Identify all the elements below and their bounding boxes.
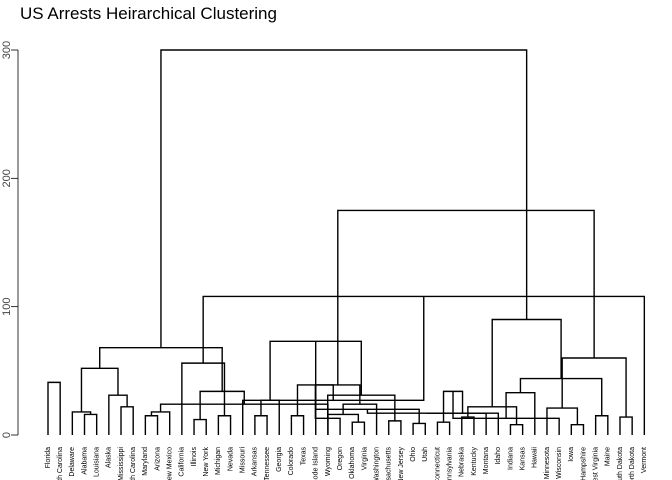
- dendrogram-branch: [290, 415, 305, 435]
- leaf-label: Hawaii: [532, 447, 539, 468]
- dendrogram-branch: [120, 406, 134, 435]
- leaf-label: Minnesota: [544, 447, 551, 479]
- leaf-label: Alaska: [106, 447, 113, 468]
- leaf-label: Nevada: [227, 447, 234, 471]
- leaf-label: Arkansas: [252, 447, 259, 477]
- leaf-label: Illinois: [191, 447, 198, 467]
- leaf-label: Pennsylvania: [446, 447, 453, 480]
- dendrogram-branch: [594, 415, 609, 435]
- leaf-label: Montana: [483, 447, 490, 474]
- leaf-label: Michigan: [215, 447, 222, 475]
- dendrogram-branch: [452, 391, 560, 435]
- leaf-label: Mississippi: [118, 447, 125, 480]
- leaf-label: Indiana: [507, 447, 514, 470]
- leaf-label: New Hampshire: [580, 447, 587, 480]
- dendrogram-branch: [436, 421, 451, 435]
- chart-title: US Arrests Heirarchical Clustering: [20, 4, 277, 23]
- leaf-label: Texas: [300, 447, 307, 466]
- dendrogram-branch: [491, 318, 562, 407]
- leaf-label: North Dakota: [629, 447, 636, 480]
- dendrogram-branch: [71, 411, 92, 435]
- dendrogram-branch: [546, 407, 579, 435]
- dendrogram-branch: [570, 424, 585, 435]
- dendrogram-branch: [108, 394, 128, 435]
- dendrogram-branch: [412, 422, 426, 435]
- leaf-label: Louisiana: [94, 447, 101, 477]
- leaf-label: Kentucky: [471, 447, 478, 476]
- dendrogram-branch: [217, 415, 232, 435]
- leaf-label: Wisconsin: [556, 447, 563, 479]
- leaf-label: North Carolina: [57, 447, 64, 480]
- leaf-label: New Mexico: [167, 447, 174, 480]
- leaf-label: Alabama: [81, 447, 88, 475]
- leaf-label: Delaware: [69, 447, 76, 477]
- leaf-label: Florida: [45, 447, 52, 469]
- dendrogram-branch: [254, 415, 268, 435]
- dendrogram-branch: [509, 424, 524, 435]
- dendrogram-branch: [199, 390, 245, 420]
- leaf-label: Arizona: [154, 447, 161, 471]
- dendrogram-branch: [260, 399, 280, 435]
- dendrogram-branch: [160, 49, 528, 348]
- leaf-label: Colorado: [288, 447, 295, 476]
- dendrogram-branch: [144, 415, 159, 435]
- dendrogram-branch: [159, 403, 329, 435]
- leaf-label: Maine: [605, 447, 612, 466]
- leaf-label: Idaho: [495, 447, 502, 465]
- y-tick-label: 200: [1, 169, 13, 187]
- dendrogram-branch: [337, 209, 595, 385]
- leaf-label: Maryland: [142, 447, 149, 476]
- leaf-label: Connecticut: [434, 447, 441, 480]
- dendrogram-branch: [351, 421, 366, 435]
- leaf-label: Vermont: [641, 447, 648, 473]
- leaf-label: Tennessee: [264, 447, 271, 480]
- dendrogram-branch: [461, 416, 475, 435]
- dendrogram-branch: [519, 377, 603, 416]
- leaf-label: California: [179, 447, 186, 477]
- leaf-label: Virginia: [361, 447, 368, 470]
- leaf-label: Nebraska: [459, 447, 466, 477]
- leaf-label: Georgia: [276, 447, 283, 472]
- y-tick-label: 0: [1, 432, 13, 438]
- leaf-label: South Carolina: [130, 447, 137, 480]
- leaf-label: Iowa: [568, 447, 575, 462]
- leaf-label: Oklahoma: [349, 447, 356, 479]
- y-tick-label: 100: [1, 297, 13, 315]
- leaf-label: Utah: [422, 447, 429, 462]
- leaf-label: Wyoming: [325, 447, 332, 476]
- dendrogram-branch: [314, 341, 420, 424]
- y-tick-label: 300: [1, 41, 13, 59]
- dendrogram-branch: [83, 413, 98, 435]
- dendrogram-branch: [426, 412, 499, 435]
- dendrogram-branch: [619, 416, 633, 435]
- leaf-label: South Dakota: [617, 447, 624, 480]
- dendrogram-branch: [193, 418, 207, 435]
- leaf-label: Massachusetts: [386, 447, 393, 480]
- leaf-label: West Virginia: [592, 447, 599, 480]
- leaf-label: New Jersey: [398, 447, 405, 480]
- leaf-label: Kansas: [519, 447, 526, 471]
- dendrogram-branch: [47, 381, 61, 435]
- leaf-label: Washington: [373, 447, 380, 480]
- leaf-label: Ohio: [410, 447, 417, 462]
- leaf-label: Rhode Island: [313, 447, 320, 480]
- leaf-label: Oregon: [337, 447, 344, 470]
- dendrogram-branch: [327, 394, 396, 421]
- dendrogram-branch: [327, 413, 360, 435]
- dendrogram-branch: [80, 367, 119, 412]
- dendrogram-branch: [467, 406, 518, 425]
- leaf-label: New York: [203, 447, 210, 477]
- leaf-label: Missouri: [240, 447, 247, 474]
- dendrogram-branch: [388, 420, 402, 435]
